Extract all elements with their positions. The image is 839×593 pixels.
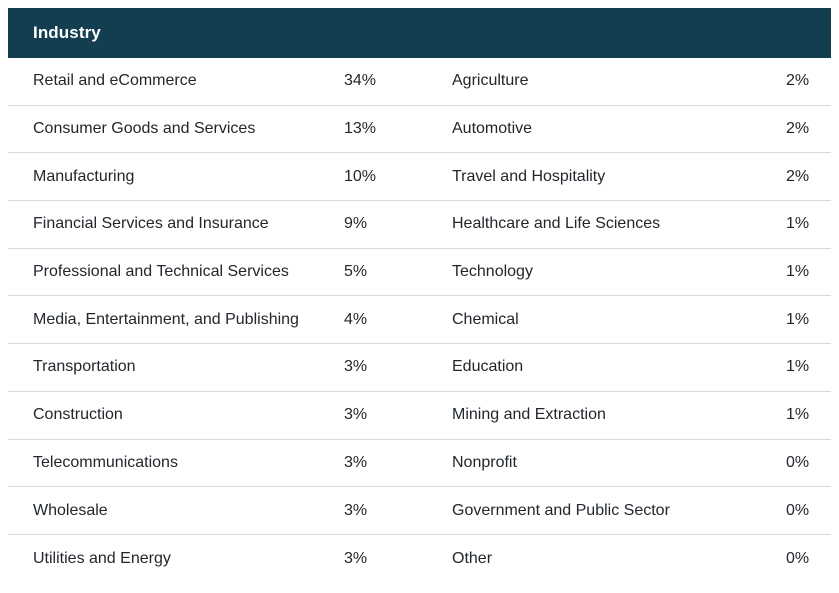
industry-value: 1%: [786, 215, 810, 233]
industry-value: 1%: [786, 406, 810, 424]
industry-value: 9%: [344, 215, 368, 233]
table-row: Professional and Technical Services 5% Tec…: [8, 249, 831, 297]
industry-value: 1%: [786, 263, 810, 281]
industry-label: Education: [452, 358, 524, 376]
table-row: Manufacturing 10% Travel and Hospitality 2%: [8, 153, 831, 202]
industry-label: Transportation: [33, 358, 136, 376]
industry-value: 3%: [344, 501, 368, 519]
industry-value: 4%: [344, 310, 368, 328]
industry-label: Healthcare and Life Sciences: [452, 215, 661, 233]
industry-label: Mining and Extraction: [452, 406, 606, 424]
table-row: Retail and eCommerce 34% Agriculture 2%: [8, 58, 831, 106]
industry-label: Telecommunications: [33, 453, 178, 471]
industry-value: 13%: [344, 120, 377, 138]
industry-value: 3%: [344, 549, 368, 567]
industry-table-body: Retail and eCommerce 34% Agriculture 2% Cons…: [8, 58, 831, 583]
industry-value: 1%: [786, 310, 810, 328]
industry-value: 3%: [344, 453, 368, 471]
table-row: Utilities and Energy 3% Other 0%: [8, 535, 831, 583]
industry-label: Utilities and Energy: [33, 549, 171, 567]
table-row: Wholesale 3% Government and Public Sector 0…: [8, 487, 831, 535]
industry-label: Retail and eCommerce: [33, 72, 197, 90]
industry-value: 0%: [786, 549, 810, 567]
industry-label: Consumer Goods and Services: [33, 120, 256, 138]
industry-label: Automotive: [452, 120, 533, 138]
industry-label: Travel and Hospitality: [452, 167, 606, 185]
industry-label: Other: [452, 549, 493, 567]
industry-value: 1%: [786, 358, 810, 376]
industry-label: Professional and Technical Services: [33, 263, 289, 281]
industry-value: 0%: [786, 501, 810, 519]
table-title: Industry: [33, 23, 101, 42]
industry-label: Technology: [452, 263, 533, 281]
industry-value: 3%: [344, 406, 368, 424]
industry-value: 34%: [344, 72, 377, 90]
industry-value: 10%: [344, 167, 377, 185]
industry-label: Financial Services and Insurance: [33, 215, 269, 233]
table-row: Financial Services and Insurance 9% Health…: [8, 201, 831, 249]
industry-label: Media, Entertainment, and Publishing: [33, 310, 299, 328]
industry-label: Wholesale: [33, 501, 108, 519]
industry-label: Manufacturing: [33, 167, 135, 185]
industry-label: Chemical: [452, 310, 519, 328]
industry-label: Construction: [33, 406, 123, 424]
table-row: Media, Entertainment, and Publishing 4% Ch…: [8, 296, 831, 345]
industry-value: 0%: [786, 453, 810, 471]
industry-label: Nonprofit: [452, 453, 517, 471]
industry-value: 2%: [786, 167, 810, 185]
industry-value: 3%: [344, 358, 368, 376]
industry-value: 5%: [344, 263, 368, 281]
industry-value: 2%: [786, 120, 810, 138]
industry-label: Agriculture: [452, 72, 529, 90]
table-row: Consumer Goods and Services 13% Automotive…: [8, 106, 831, 154]
table-row: Transportation 3% Education 1%: [8, 344, 831, 392]
table-row: Construction 3% Mining and Extraction 1%: [8, 392, 831, 440]
industry-label: Government and Public Sector: [452, 501, 670, 519]
table-header: Industry: [8, 8, 831, 58]
industry-value: 2%: [786, 72, 810, 90]
industry-table: Industry Retail and eCommerce 34% Agricult…: [8, 8, 831, 583]
table-row: Telecommunications 3% Nonprofit 0%: [8, 440, 831, 488]
